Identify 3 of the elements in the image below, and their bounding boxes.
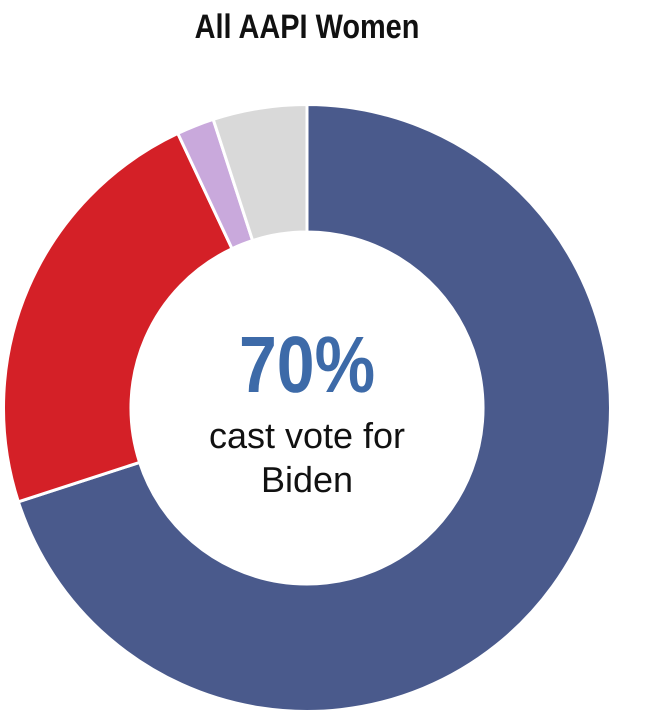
text: cast vote for Biden bbox=[208, 414, 406, 502]
chart-title: All AAPI Women bbox=[194, 8, 420, 47]
text: 70% bbox=[238, 320, 376, 410]
